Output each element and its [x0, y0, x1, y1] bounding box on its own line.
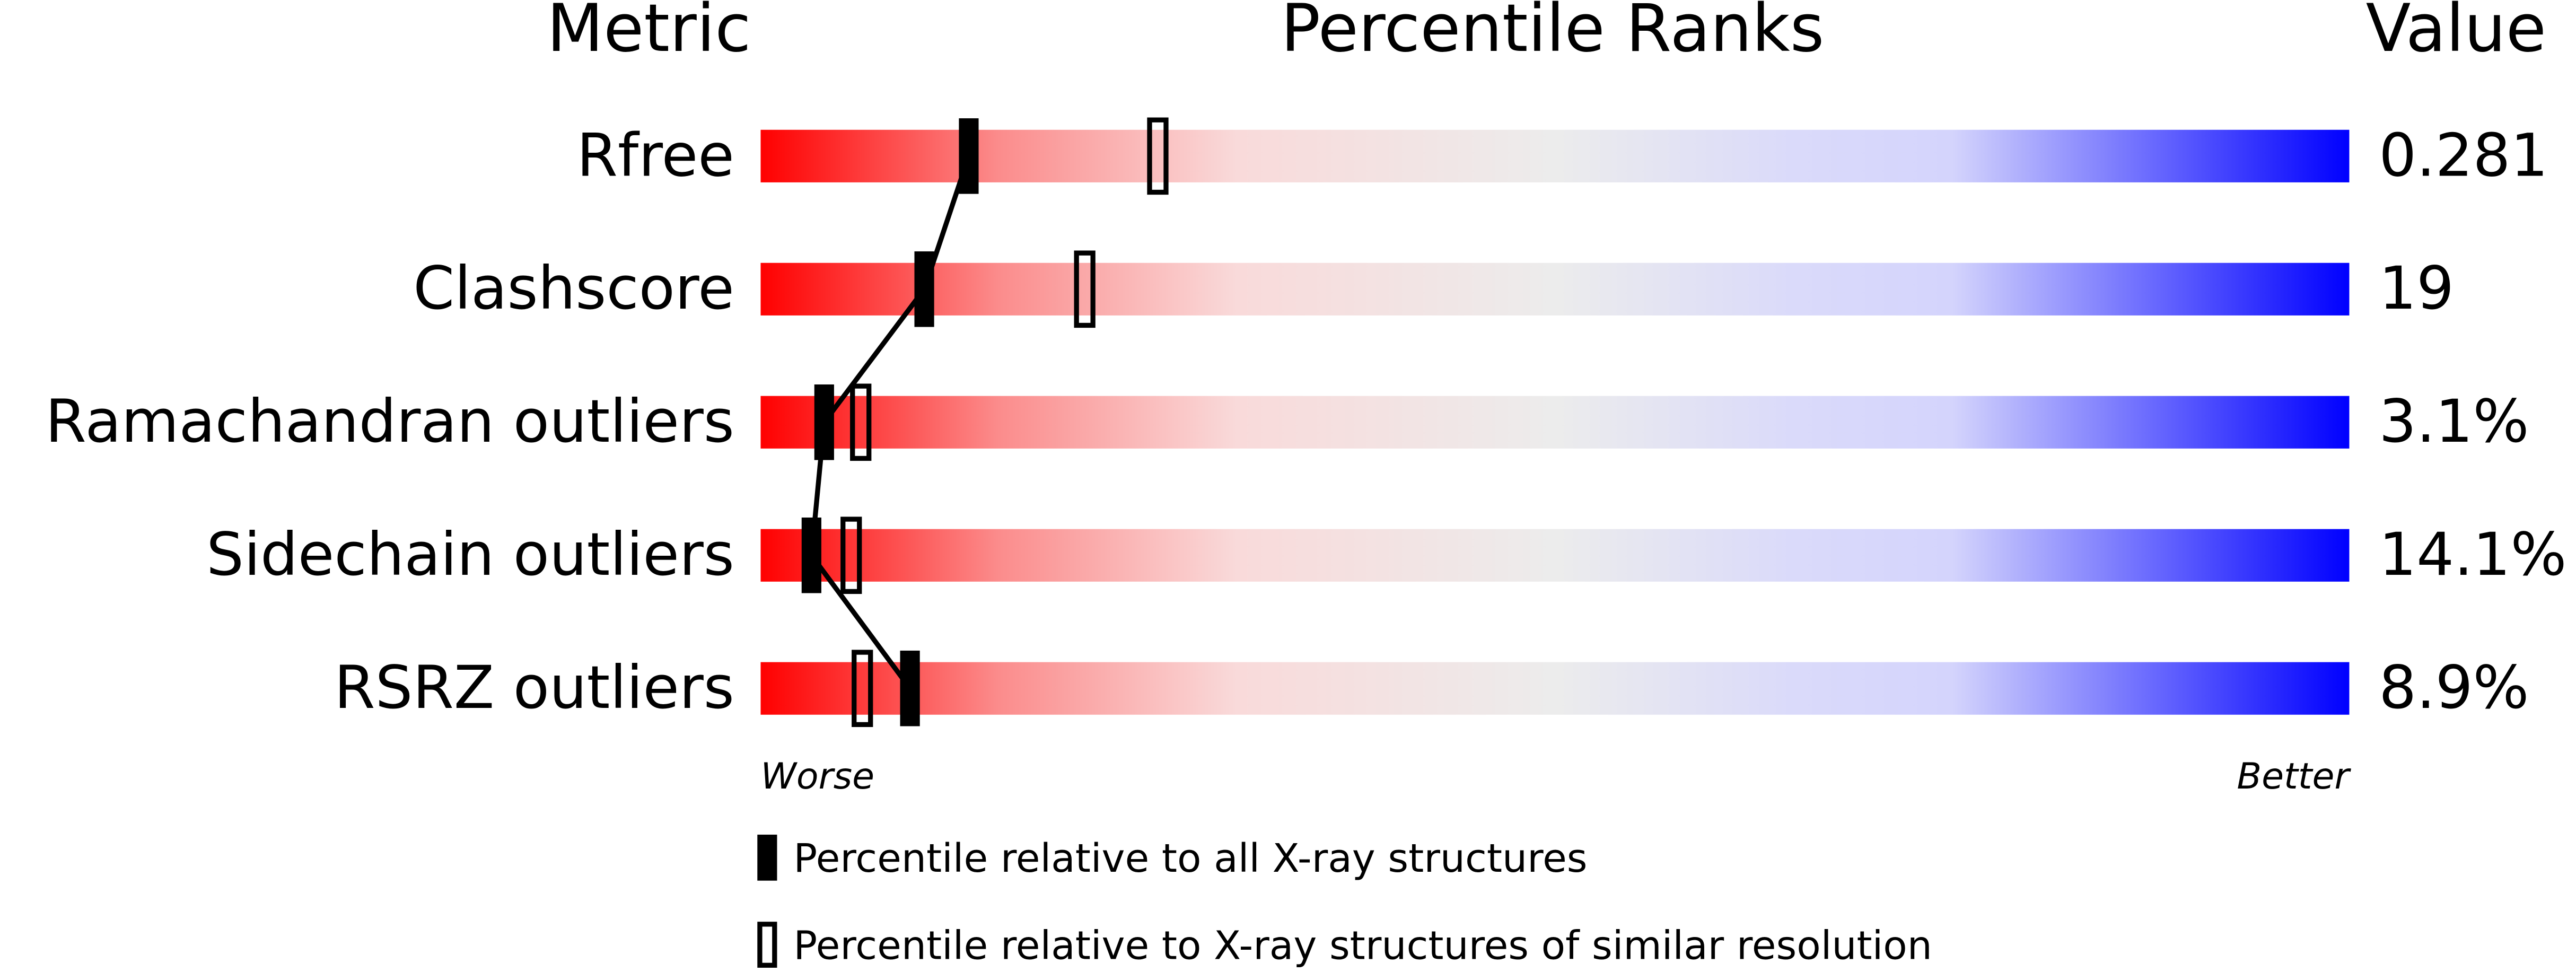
marker-open: [1074, 250, 1096, 328]
metric-label: Clashscore: [413, 254, 734, 323]
legend-swatch: [757, 922, 777, 968]
percentile-bar: [760, 396, 2350, 449]
marker-open: [840, 516, 862, 594]
metric-value: 3.1%: [2379, 387, 2529, 456]
legend-label: Percentile relative to all X-ray structu…: [793, 835, 1587, 881]
percentile-bar: [760, 262, 2350, 316]
metric-label: Ramachandran outliers: [45, 387, 734, 456]
column-header: Value: [2366, 0, 2546, 67]
column-header: Percentile Ranks: [1281, 0, 1824, 67]
metric-value: 8.9%: [2379, 653, 2529, 722]
marker-filled: [959, 118, 979, 194]
marker-filled: [900, 650, 920, 726]
percentile-bar: [760, 129, 2350, 182]
metric-value: 19: [2379, 254, 2454, 323]
axis-end-worse: Worse: [760, 756, 874, 798]
marker-filled: [814, 384, 834, 460]
metric-value: 14.1%: [2379, 520, 2566, 589]
metric-label: RSRZ outliers: [334, 653, 734, 722]
column-header: Metric: [547, 0, 751, 67]
marker-filled: [914, 251, 934, 327]
marker-filled: [801, 517, 821, 593]
marker-open: [852, 650, 873, 728]
metric-label: Rfree: [577, 121, 734, 190]
axis-end-better: Better: [2237, 756, 2351, 798]
metric-label: Sidechain outliers: [206, 520, 734, 589]
metric-value: 0.281: [2379, 121, 2548, 190]
legend-swatch: [757, 834, 777, 881]
percentile-bar: [760, 529, 2350, 582]
marker-open: [850, 383, 872, 461]
percentile-bar: [760, 662, 2350, 715]
legend-label: Percentile relative to X-ray structures …: [793, 922, 1932, 968]
marker-open: [1147, 117, 1169, 195]
